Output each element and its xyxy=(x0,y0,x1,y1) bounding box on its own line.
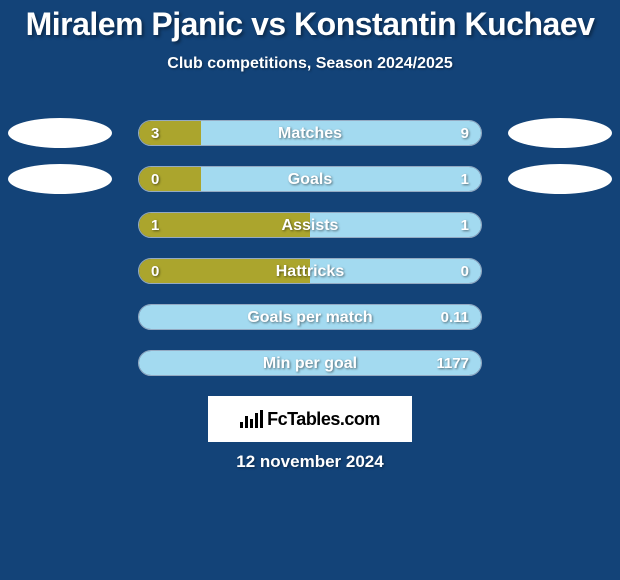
player-right-avatar xyxy=(508,164,612,194)
stat-label: Hattricks xyxy=(139,259,481,284)
player-left-avatar xyxy=(8,118,112,148)
stat-row: 11Assists xyxy=(0,210,620,240)
stat-row: 01Goals xyxy=(0,164,620,194)
player-left-avatar xyxy=(8,164,112,194)
logo-text: FcTables.com xyxy=(267,409,380,430)
stat-label: Min per goal xyxy=(139,351,481,376)
player-right-avatar xyxy=(508,118,612,148)
stat-bar: 11Assists xyxy=(138,212,482,238)
stat-bar: 39Matches xyxy=(138,120,482,146)
stat-bar: 0.11Goals per match xyxy=(138,304,482,330)
page-title: Miralem Pjanic vs Konstantin Kuchaev xyxy=(0,0,620,43)
stat-row: 1177Min per goal xyxy=(0,348,620,378)
stat-label: Goals xyxy=(139,167,481,192)
stat-bar: 00Hattricks xyxy=(138,258,482,284)
comparison-chart: 39Matches 01Goals 11Assists 00Hattricks 0.11… xyxy=(0,118,620,394)
stat-bar: 01Goals xyxy=(138,166,482,192)
stat-bar: 1177Min per goal xyxy=(138,350,482,376)
stat-row: 0.11Goals per match xyxy=(0,302,620,332)
subtitle: Club competitions, Season 2024/2025 xyxy=(0,55,620,73)
stat-label: Matches xyxy=(139,121,481,146)
stat-label: Assists xyxy=(139,213,481,238)
infographic-root: Miralem Pjanic vs Konstantin Kuchaev Clu… xyxy=(0,0,620,580)
stat-row: 00Hattricks xyxy=(0,256,620,286)
stat-row: 39Matches xyxy=(0,118,620,148)
bars-icon xyxy=(240,410,263,428)
stat-label: Goals per match xyxy=(139,305,481,330)
date-text: 12 november 2024 xyxy=(0,452,620,472)
logo-box: FcTables.com xyxy=(208,396,412,442)
